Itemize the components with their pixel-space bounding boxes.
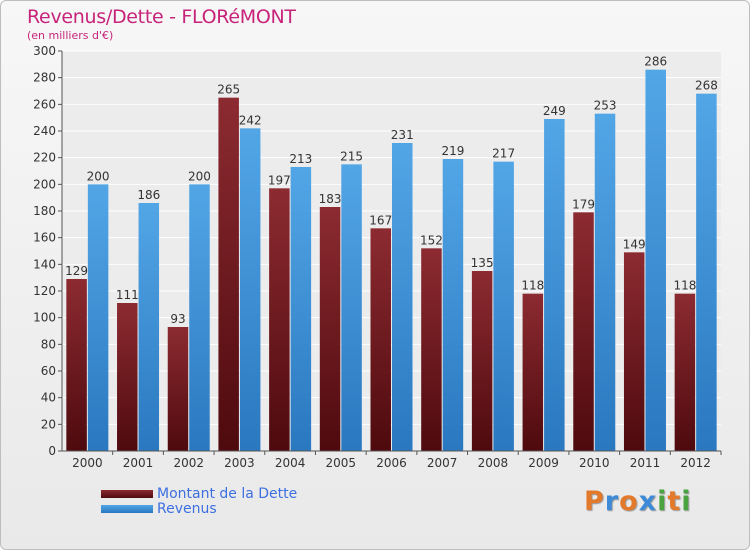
- legend-swatch-dette: [101, 490, 153, 498]
- bar-dette-2005: [319, 207, 341, 451]
- y-tick-label: 240: [33, 124, 56, 138]
- data-label-dette-2012: 118: [673, 279, 696, 293]
- x-tick-label-2000: 2000: [72, 456, 103, 470]
- bar-dette-2000: [66, 279, 87, 451]
- logo-letter: i: [681, 486, 692, 517]
- bar-revenus-2009: [544, 119, 565, 451]
- bar-revenus-2006: [392, 143, 413, 451]
- data-label-dette-2002: 93: [170, 312, 185, 326]
- data-label-dette-2000: 129: [65, 264, 88, 278]
- data-label-dette-2010: 179: [572, 197, 595, 211]
- bar-revenus-2007: [442, 159, 464, 451]
- bar-dette-2001: [117, 303, 138, 451]
- bar-revenus-2001: [138, 203, 160, 451]
- bar-dette-2012: [674, 293, 696, 451]
- y-tick-label: 200: [33, 177, 56, 191]
- bar-dette-2006: [370, 228, 391, 451]
- y-tick-label: 220: [33, 151, 56, 165]
- bar-revenus-2008: [493, 161, 514, 451]
- bar-revenus-2003: [239, 128, 261, 451]
- logo-letter: r: [604, 486, 620, 517]
- data-label-dette-2011: 149: [623, 237, 646, 251]
- legend-swatch-revenus: [101, 505, 153, 513]
- x-tick-label-2007: 2007: [427, 456, 458, 470]
- data-label-dette-2009: 118: [521, 279, 544, 293]
- y-tick-label: 140: [33, 257, 56, 271]
- x-tick-label-2004: 2004: [275, 456, 306, 470]
- data-label-revenus-2009: 249: [543, 104, 566, 118]
- data-label-revenus-2002: 200: [188, 169, 211, 183]
- y-tick-label: 60: [41, 364, 56, 378]
- bar-dette-2002: [167, 327, 189, 451]
- x-tick-label-2010: 2010: [579, 456, 610, 470]
- bar-dette-2009: [522, 293, 544, 451]
- data-label-dette-2003: 265: [217, 83, 240, 97]
- data-label-dette-2004: 197: [268, 173, 291, 187]
- chart-title: Revenus/Dette - FLORéMONT: [27, 6, 296, 28]
- bar-dette-2010: [573, 212, 594, 451]
- bar-dette-2007: [421, 248, 442, 451]
- data-label-revenus-2007: 219: [441, 144, 464, 158]
- data-label-revenus-2003: 242: [239, 113, 262, 127]
- y-tick-label: 20: [41, 417, 56, 431]
- data-label-dette-2008: 135: [471, 256, 494, 270]
- x-tick-label-2002: 2002: [173, 456, 204, 470]
- x-tick-label-2001: 2001: [123, 456, 154, 470]
- x-tick-label-2005: 2005: [326, 456, 357, 470]
- data-label-dette-2006: 167: [369, 213, 392, 227]
- y-tick-label: 0: [48, 444, 56, 458]
- x-tick-label-2009: 2009: [528, 456, 559, 470]
- data-label-dette-2007: 152: [420, 233, 443, 247]
- logo-letter: o: [619, 486, 639, 517]
- proxiti-logo: Proxiti: [584, 486, 692, 517]
- logo-letter: P: [584, 486, 605, 517]
- bar-revenus-2004: [290, 167, 312, 451]
- x-tick-label-2006: 2006: [376, 456, 407, 470]
- legend-label-dette: Montant de la Dette: [157, 486, 298, 502]
- y-tick-label: 80: [41, 337, 56, 351]
- logo-letter: x: [638, 486, 658, 517]
- data-label-revenus-2006: 231: [391, 128, 414, 142]
- y-tick-label: 300: [33, 44, 56, 58]
- bar-dette-2011: [623, 252, 645, 451]
- y-tick-label: 100: [33, 311, 56, 325]
- bar-revenus-2005: [341, 164, 362, 452]
- y-tick-label: 120: [33, 284, 56, 298]
- x-tick-label-2011: 2011: [630, 456, 661, 470]
- data-label-revenus-2008: 217: [492, 147, 515, 161]
- data-label-revenus-2012: 268: [695, 79, 718, 93]
- legend-label-revenus: Revenus: [157, 501, 217, 517]
- chart-subtitle: (en milliers d'€): [27, 29, 114, 42]
- y-tick-label: 160: [33, 231, 56, 245]
- data-label-revenus-2010: 253: [594, 99, 617, 113]
- data-label-revenus-2011: 286: [644, 55, 667, 69]
- bar-dette-2003: [218, 97, 239, 452]
- bar-revenus-2002: [189, 184, 210, 452]
- data-label-dette-2001: 111: [116, 288, 139, 302]
- y-tick-label: 40: [41, 391, 56, 405]
- logo-letter: t: [667, 486, 682, 517]
- bar-revenus-2012: [696, 93, 717, 452]
- x-tick-label-2008: 2008: [478, 456, 509, 470]
- bar-dette-2008: [471, 271, 493, 451]
- bar-revenus-2000: [87, 184, 109, 452]
- y-tick-label: 180: [33, 204, 56, 218]
- bar-revenus-2010: [594, 113, 616, 452]
- data-label-dette-2005: 183: [319, 192, 342, 206]
- x-tick-label-2012: 2012: [680, 456, 711, 470]
- bar-dette-2004: [269, 188, 290, 452]
- bar-revenus-2011: [645, 69, 666, 452]
- data-label-revenus-2000: 200: [87, 169, 110, 183]
- data-label-revenus-2001: 186: [137, 188, 160, 202]
- y-tick-label: 280: [33, 71, 56, 85]
- data-label-revenus-2004: 213: [289, 152, 312, 166]
- logo-letter: i: [657, 486, 668, 517]
- x-tick-label-2003: 2003: [224, 456, 255, 470]
- y-tick-label: 260: [33, 97, 56, 111]
- data-label-revenus-2005: 215: [340, 149, 363, 163]
